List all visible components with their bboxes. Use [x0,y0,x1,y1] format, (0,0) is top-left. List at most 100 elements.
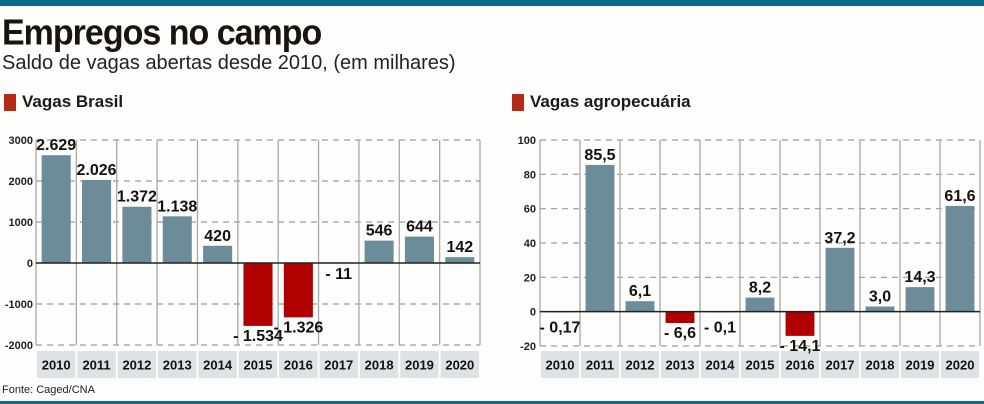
data-label: 37,2 [824,230,855,247]
y-tick-label: 2000 [9,176,33,188]
chart-title-agro-text: Vagas agropecuária [530,92,691,111]
bar [785,311,815,336]
bar [82,179,112,263]
data-label: - 0,1 [704,320,736,337]
year-band-cell [661,351,699,378]
year-band-cell [581,351,619,378]
year-band-cell [861,351,899,378]
y-tick-label: -2000 [5,340,33,352]
year-band-cell [238,351,278,378]
page-title: Empregos no campo [2,13,322,53]
x-tick-label: 2011 [586,358,614,373]
year-band-cell [440,351,479,378]
bar [825,247,855,312]
x-tick-label: 2016 [786,358,815,373]
bottom-accent-bar [0,401,984,404]
data-label: 546 [366,223,393,240]
bar [945,205,975,312]
bar [665,311,695,323]
x-tick-label: 2015 [244,358,273,373]
year-band-cell [37,351,76,378]
y-tick-label: 60 [524,204,536,216]
year-band-cell [821,351,859,378]
bar [243,263,273,326]
bar [122,206,152,263]
x-tick-label: 2014 [203,358,233,373]
data-label: 420 [204,228,231,245]
bar [625,301,655,312]
year-band-cell [198,351,237,378]
legend-square-icon [512,93,524,111]
data-label: 85,5 [584,147,615,164]
chart-agro: 100 80 60 40 20 0 -20 - 0,17 85,5 6,1 - 6,6 - 0,1 8,… [518,135,981,378]
chart-title-brasil: Vagas Brasil [4,92,123,112]
bar [445,257,475,263]
data-label: 61,6 [944,188,975,205]
bar [404,236,434,263]
x-tick-label: 2010 [42,358,71,373]
bar [203,245,233,263]
x-tick-label: 2011 [82,358,110,373]
y-tick-label: 20 [524,272,536,284]
x-tick-label: 2019 [405,358,434,373]
data-label: - 1.326 [273,319,323,336]
year-band-cell [621,351,659,378]
y-tick-label: 100 [518,135,536,147]
x-tick-label: 2012 [626,358,655,373]
y-tick-label: 3000 [9,135,33,147]
chart-title-agro: Vagas agropecuária [512,92,691,112]
data-label: 2.026 [77,162,117,179]
year-band-cell [319,351,358,378]
x-tick-label: 2014 [706,358,736,373]
data-label: - 1.534 [233,328,283,345]
bar [585,164,615,312]
data-label: 3,0 [869,289,891,306]
bar [41,155,71,263]
y-tick-label: 40 [524,238,536,250]
x-tick-label: 2020 [445,358,474,373]
legend-square-icon [4,93,16,111]
year-band-cell [359,351,399,378]
data-label: 6,1 [629,283,651,300]
bar [865,306,895,312]
y-tick-label: -1000 [5,299,33,311]
bar [364,240,394,263]
year-band-cell [781,351,819,378]
year-band-cell [158,351,197,378]
year-band-cell [941,351,979,378]
data-label: - 0,17 [540,320,581,337]
chart-brasil: 3000 2000 1000 0 -1000 -2000 2.6292.0261.3721.… [5,135,481,378]
chart-title-brasil-text: Vagas Brasil [22,92,124,111]
data-label: - 6,6 [664,325,696,342]
data-label: - 11 [325,266,352,283]
year-band-cell [741,351,779,378]
x-tick-label: 2013 [666,358,695,373]
x-tick-label: 2019 [906,358,935,373]
top-accent-bar [0,0,984,6]
year-band-cell [701,351,739,378]
x-tick-label: 2015 [746,358,775,373]
bar [905,287,935,312]
x-tick-label: 2010 [546,358,575,373]
data-label: - 14,1 [780,338,821,355]
data-label: 2.629 [36,137,76,154]
source-note: Fonte: Caged/CNA [2,384,95,396]
data-label: 644 [406,219,433,236]
x-tick-label: 2018 [365,358,394,373]
x-tick-label: 2018 [866,358,895,373]
year-band-cell [400,351,439,378]
y-tick-label: 0 [27,258,33,270]
data-label: 14,3 [904,269,935,286]
data-label: 142 [446,239,473,256]
page-subtitle: Saldo de vagas abertas desde 2010, (em m… [2,52,456,74]
bar [745,297,775,312]
x-tick-label: 2013 [163,358,192,373]
year-band-cell [77,351,116,378]
data-label: 1.138 [157,198,197,215]
year-band-cell [117,351,157,378]
bar [283,263,313,318]
y-tick-label: 0 [530,307,536,319]
bar [162,216,192,263]
year-band-cell [279,351,318,378]
